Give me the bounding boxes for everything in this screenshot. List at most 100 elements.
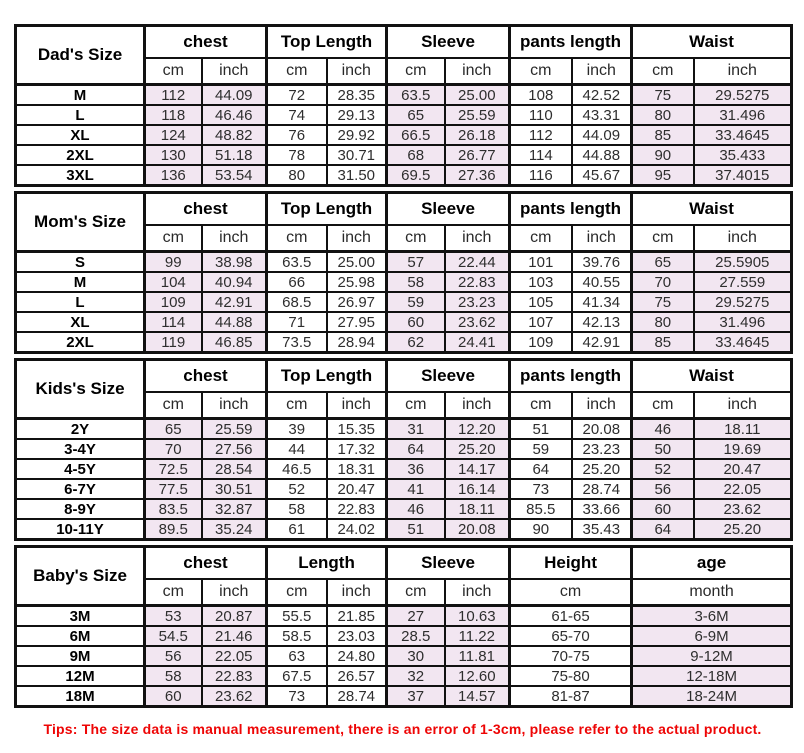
- unit-header: cm: [265, 224, 328, 253]
- value-cell: 69.5: [385, 164, 446, 187]
- value-cell: 46.85: [200, 331, 268, 354]
- size-cell: 18M: [14, 685, 146, 708]
- value-cell: 33.4645: [692, 331, 793, 354]
- value-cell: 59: [508, 438, 573, 460]
- value-cell: 22.83: [443, 271, 511, 293]
- unit-header: cm: [630, 57, 695, 86]
- table-row: 6M 54.5 21.46 58.5 23.03 28.5 11.22 65-70 6-9M: [14, 625, 793, 647]
- value-cell: 72: [265, 83, 328, 106]
- value-cell: 85: [630, 124, 695, 146]
- value-cell: 29.13: [325, 104, 388, 126]
- value-cell: 27.56: [200, 438, 268, 460]
- value-cell: 45.67: [570, 164, 633, 187]
- value-cell: 39: [265, 417, 328, 440]
- value-cell: 75: [630, 291, 695, 313]
- group-header: Top Length: [265, 191, 388, 226]
- group-header: Length: [265, 545, 388, 580]
- value-cell: 24.41: [443, 331, 511, 354]
- value-cell: 24.80: [325, 645, 388, 667]
- table-row: L 109 42.91 68.5 26.97 59 23.23 105 41.34 75 29.52…: [14, 291, 793, 313]
- value-cell: 64: [385, 438, 446, 460]
- group-header: Sleeve: [385, 24, 511, 59]
- value-cell: 52: [265, 478, 328, 500]
- group-header: Waist: [630, 358, 793, 393]
- value-cell: 12.60: [443, 665, 511, 687]
- value-cell: 41: [385, 478, 446, 500]
- value-cell: 54.5: [143, 625, 203, 647]
- unit-header: cm: [265, 57, 328, 86]
- value-cell: 41.34: [570, 291, 633, 313]
- group-header: age: [630, 545, 793, 580]
- unit-header: cm: [508, 57, 573, 86]
- value-cell: 80: [630, 311, 695, 333]
- value-cell: 38.98: [200, 250, 268, 273]
- value-cell: 73: [508, 478, 573, 500]
- value-cell: 108: [508, 83, 573, 106]
- value-cell: 32: [385, 665, 446, 687]
- size-cell: 3M: [14, 604, 146, 627]
- value-cell: 101: [508, 250, 573, 273]
- size-cell: L: [14, 291, 146, 313]
- value-cell: 33.4645: [692, 124, 793, 146]
- value-cell: 51: [508, 417, 573, 440]
- value-cell: 28.74: [570, 478, 633, 500]
- size-cell: 2XL: [14, 144, 146, 166]
- value-cell: 71: [265, 311, 328, 333]
- value-cell: 53.54: [200, 164, 268, 187]
- group-header: Sleeve: [385, 358, 511, 393]
- group-header: Sleeve: [385, 191, 511, 226]
- value-cell: 44.09: [200, 83, 268, 106]
- value-cell: 90: [630, 144, 695, 166]
- value-cell: 31.496: [692, 104, 793, 126]
- table-row: S 99 38.98 63.5 25.00 57 22.44 101 39.76 65 25.590…: [14, 250, 793, 273]
- value-cell: 58: [143, 665, 203, 687]
- value-cell: 76: [265, 124, 328, 146]
- value-cell: 75: [630, 83, 695, 106]
- value-cell: 25.59: [443, 104, 511, 126]
- size-cell: 12M: [14, 665, 146, 687]
- value-cell: 30: [385, 645, 446, 667]
- value-cell: 66: [265, 271, 328, 293]
- value-cell: 26.57: [325, 665, 388, 687]
- unit-header: cm: [508, 391, 573, 420]
- value-cell: 22.83: [325, 498, 388, 520]
- value-cell: 64: [630, 518, 695, 541]
- value-cell: 22.05: [692, 478, 793, 500]
- unit-header: inch: [692, 224, 793, 253]
- unit-header: month: [630, 578, 793, 607]
- value-cell: 56: [143, 645, 203, 667]
- unit-header: inch: [443, 578, 511, 607]
- value-cell: 27.559: [692, 271, 793, 293]
- value-cell: 116: [508, 164, 573, 187]
- value-cell: 31.496: [692, 311, 793, 333]
- section-title: Baby's Size: [14, 545, 146, 607]
- size-cell: 3-4Y: [14, 438, 146, 460]
- value-cell: 109: [143, 291, 203, 313]
- value-cell: 20.47: [692, 458, 793, 480]
- value-cell: 23.62: [443, 311, 511, 333]
- value-cell: 63: [265, 645, 328, 667]
- value-cell: 136: [143, 164, 203, 187]
- unit-header: cm: [265, 391, 328, 420]
- unit-header: inch: [570, 57, 633, 86]
- unit-header: inch: [200, 57, 268, 86]
- value-cell: 35.433: [692, 144, 793, 166]
- value-cell: 25.98: [325, 271, 388, 293]
- value-cell: 46: [630, 417, 695, 440]
- value-cell: 25.00: [443, 83, 511, 106]
- unit-header: inch: [692, 57, 793, 86]
- value-cell: 109: [508, 331, 573, 354]
- value-cell: 104: [143, 271, 203, 293]
- value-cell: 11.22: [443, 625, 511, 647]
- table-row: 3M 53 20.87 55.5 21.85 27 10.63 61-65 3-6M: [14, 604, 793, 627]
- value-cell: 77.5: [143, 478, 203, 500]
- size-cell: 4-5Y: [14, 458, 146, 480]
- value-cell: 103: [508, 271, 573, 293]
- value-cell: 63.5: [265, 250, 328, 273]
- unit-header: inch: [692, 391, 793, 420]
- group-header: chest: [142, 24, 268, 59]
- value-cell: 29.92: [325, 124, 388, 146]
- value-cell: 25.5905: [692, 250, 793, 273]
- value-cell: 90: [508, 518, 573, 541]
- value-cell: 60: [385, 311, 446, 333]
